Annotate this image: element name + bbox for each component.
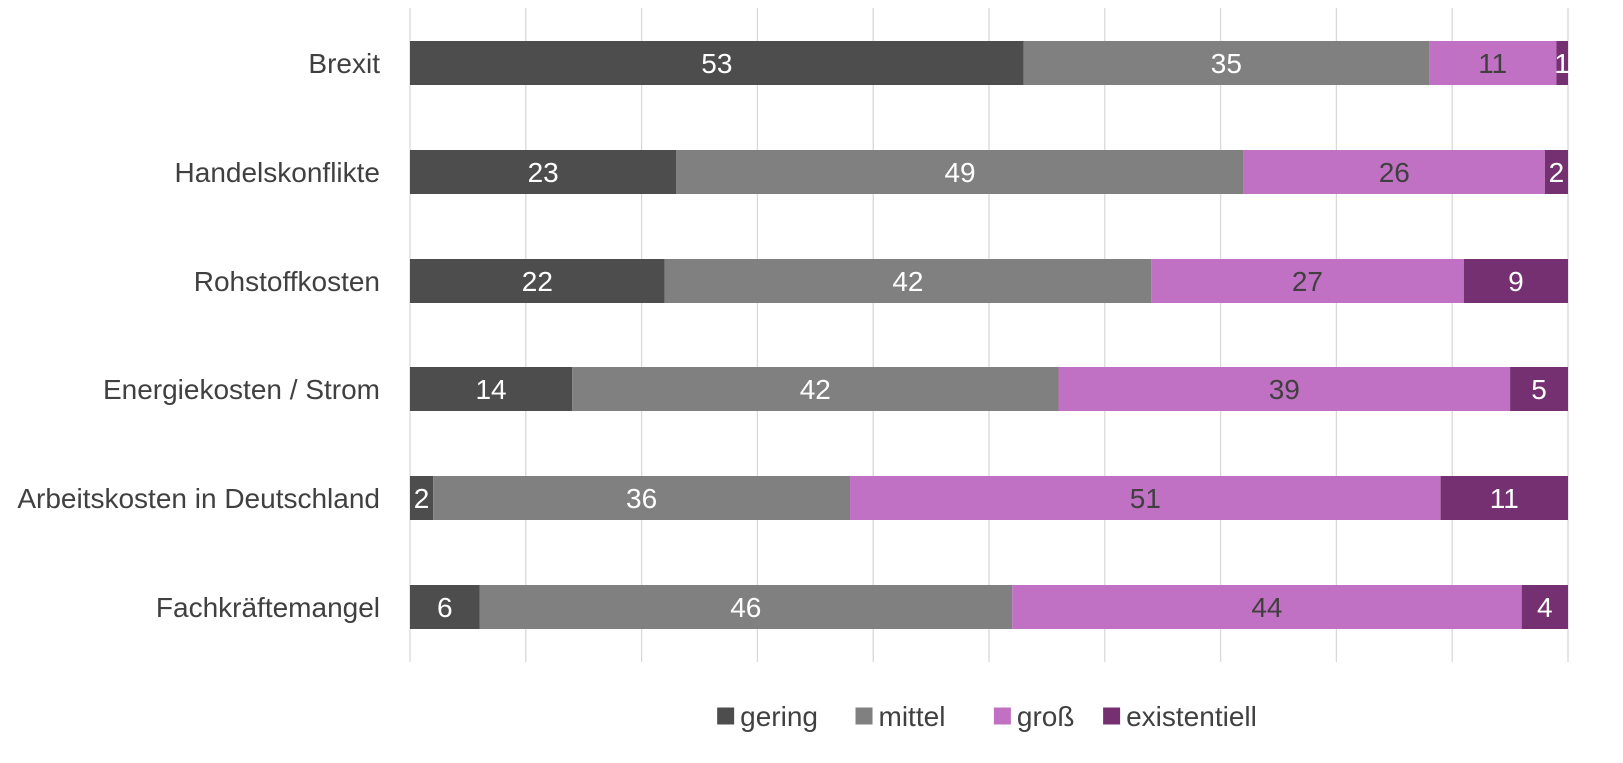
- category-label: Energiekosten / Strom: [103, 374, 380, 405]
- legend-label: existentiell: [1126, 701, 1257, 732]
- data-label: 1: [1554, 48, 1570, 79]
- data-label: 23: [528, 157, 559, 188]
- bar-segment-groß-2: [1151, 259, 1464, 303]
- legend-label: gering: [740, 701, 818, 732]
- data-label: 4: [1537, 592, 1553, 623]
- category-label: Fachkräftemangel: [156, 592, 380, 623]
- bar-segment-existentiell-0: [1556, 41, 1568, 85]
- data-label: 26: [1379, 157, 1410, 188]
- data-label: 14: [475, 374, 506, 405]
- bar-segment-existentiell-5: [1521, 585, 1568, 629]
- legend-label: groß: [1017, 701, 1075, 732]
- data-label: 35: [1211, 48, 1242, 79]
- bar-segment-existentiell-3: [1510, 367, 1568, 411]
- bar-segment-mittel-3: [572, 367, 1059, 411]
- data-label: 6: [437, 592, 453, 623]
- bar-segment-gering-3: [410, 367, 573, 411]
- bar-segment-groß-1: [1243, 150, 1545, 194]
- data-label: 39: [1269, 374, 1300, 405]
- legend-swatch-existentiell: [1103, 707, 1121, 725]
- bar-segment-mittel-4: [433, 476, 851, 520]
- legend: gering mittel groß existentiell: [717, 701, 1257, 732]
- data-label: 44: [1251, 592, 1282, 623]
- bar-segment-groß-4: [850, 476, 1441, 520]
- bar-segment-mittel-5: [479, 585, 1013, 629]
- legend-swatch-groß: [993, 707, 1011, 725]
- bars: 53 35 11 123 49 26 222 42 27 914 42 39 52 36 51 116 46 44…: [410, 41, 1570, 629]
- bar-segment-gering-5: [410, 585, 480, 629]
- category-label: Rohstoffkosten: [194, 266, 380, 297]
- data-label: 53: [701, 48, 732, 79]
- bar-segment-groß-3: [1058, 367, 1511, 411]
- bar-segment-groß-0: [1429, 41, 1557, 85]
- bar-segment-gering-2: [410, 259, 665, 303]
- bar-segment-mittel-1: [676, 150, 1244, 194]
- gridlines: [409, 8, 1569, 662]
- bar-segment-gering-0: [410, 41, 1024, 85]
- data-label: 42: [892, 266, 923, 297]
- category-label: Handelskonflikte: [175, 157, 380, 188]
- bar-segment-existentiell-1: [1544, 150, 1568, 194]
- data-label: 36: [626, 483, 657, 514]
- data-label: 11: [1478, 48, 1507, 79]
- bar-segment-mittel-0: [1023, 41, 1430, 85]
- legend-swatch-mittel: [855, 707, 873, 725]
- data-label: 46: [730, 592, 761, 623]
- data-label: 22: [522, 266, 553, 297]
- legend-swatch-gering: [717, 707, 735, 725]
- data-label: 11: [1490, 483, 1519, 514]
- data-label: 49: [944, 157, 975, 188]
- bar-segment-gering-1: [410, 150, 677, 194]
- data-label: 5: [1531, 374, 1547, 405]
- category-labels: Brexit Handelskonflikte Rohstoffkosten Ener…: [17, 48, 380, 623]
- data-label: 9: [1508, 266, 1524, 297]
- data-label: 2: [1549, 157, 1565, 188]
- data-label: 42: [800, 374, 831, 405]
- category-label: Arbeitskosten in Deutschland: [17, 483, 380, 514]
- bar-segment-existentiell-4: [1440, 476, 1568, 520]
- data-label: 27: [1292, 266, 1323, 297]
- legend-label: mittel: [879, 701, 946, 732]
- bar-segment-gering-4: [410, 476, 434, 520]
- bar-segment-mittel-2: [664, 259, 1152, 303]
- bar-segment-groß-5: [1012, 585, 1522, 629]
- data-label: 2: [414, 483, 430, 514]
- bar-segment-existentiell-2: [1463, 259, 1568, 303]
- data-label: 51: [1130, 483, 1161, 514]
- category-label: Brexit: [308, 48, 380, 79]
